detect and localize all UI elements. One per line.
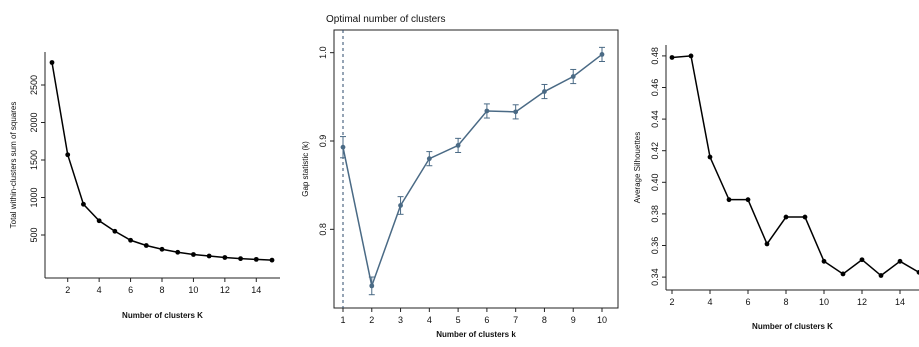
data-point — [859, 257, 865, 263]
x-tick-label: 6 — [128, 285, 133, 295]
x-tick-label: 6 — [484, 315, 489, 325]
y-tick-label: 0.38 — [650, 205, 660, 223]
data-point — [599, 52, 605, 57]
elbow-plot-panel: 2 4 6 8 10 12 14 500 1000 1500 2000 2500 Number of c… — [0, 0, 300, 342]
elbow-plot: 2 4 6 8 10 12 14 500 1000 1500 2000 2500 Number of c… — [9, 52, 280, 320]
x-tick-label: 10 — [597, 315, 607, 325]
x-tick-label: 12 — [857, 297, 867, 307]
x-tick-label: 2 — [369, 315, 374, 325]
data-point — [81, 201, 86, 207]
data-point — [878, 273, 884, 278]
x-tick-label: 7 — [513, 315, 518, 325]
data-point — [688, 53, 694, 59]
y-tick-label: 0.34 — [650, 268, 660, 286]
y-axis-label: Average Silhouettes — [633, 132, 642, 203]
data-point — [206, 253, 212, 259]
data-point — [707, 154, 713, 160]
y-tick-label: 0.9 — [318, 135, 328, 148]
x-tick-label: 8 — [783, 297, 788, 307]
y-tick-label: 500 — [29, 227, 39, 242]
x-axis-label: Number of clusters K — [752, 322, 833, 331]
x-tick-label: 4 — [97, 285, 102, 295]
x-tick-label: 14 — [895, 297, 905, 307]
y-tick-label: 0.40 — [650, 174, 660, 192]
data-point — [726, 197, 732, 203]
x-tick-label: 4 — [427, 315, 432, 325]
x-tick-label: 8 — [159, 285, 164, 295]
data-point — [143, 243, 149, 248]
data-point — [764, 241, 770, 247]
data-point — [783, 214, 789, 220]
data-point — [340, 144, 346, 150]
data-point — [175, 249, 181, 255]
y-tick-label: 2500 — [29, 75, 39, 95]
silhouette-plot: 2 4 6 8 10 12 14 0.34 0.36 0.38 0.40 0.42 0.44 0.46 0.… — [633, 45, 919, 331]
series-line — [342, 53, 603, 289]
x-tick-label: 10 — [188, 285, 198, 295]
data-point — [426, 156, 432, 162]
x-axis-label: Number of clusters k — [436, 330, 516, 339]
x-tick-label: 2 — [65, 285, 70, 295]
data-point — [112, 228, 118, 234]
data-point — [96, 218, 102, 224]
x-tick-label: 3 — [398, 315, 403, 325]
x-tick-label: 6 — [745, 297, 750, 307]
plot-frame — [333, 29, 619, 309]
data-point — [802, 214, 808, 220]
y-tick-label: 0.8 — [318, 223, 328, 236]
x-tick-label: 8 — [542, 315, 547, 325]
x-tick-label: 4 — [707, 297, 712, 307]
data-point — [222, 255, 228, 260]
x-tick-label: 2 — [669, 297, 674, 307]
gap-statistic-panel: 1 2 3 4 5 6 7 8 9 10 0.8 0.9 1.0 Number of clusters k… — [300, 0, 630, 342]
y-tick-label: 0.42 — [650, 142, 660, 160]
y-tick-label: 1.0 — [318, 46, 328, 59]
data-point — [238, 256, 243, 262]
data-point — [49, 60, 55, 65]
x-tick-label: 1 — [340, 315, 345, 325]
y-tick-label: 0.44 — [650, 110, 660, 128]
data-point — [570, 74, 576, 79]
data-point — [253, 256, 259, 262]
x-tick-label: 10 — [819, 297, 829, 307]
y-axis-label: Total within-clusters sum of squares — [9, 102, 18, 229]
silhouette-plot-panel: 2 4 6 8 10 12 14 0.34 0.36 0.38 0.40 0.42 0.44 0.46 0.… — [630, 0, 919, 342]
data-point — [65, 152, 71, 158]
data-point — [513, 109, 519, 115]
data-point — [455, 143, 461, 148]
x-tick-label: 5 — [456, 315, 461, 325]
chart-title: Optimal number of clusters — [326, 14, 446, 25]
data-point — [128, 237, 133, 243]
series-line — [51, 62, 273, 261]
y-tick-label: 0.36 — [650, 237, 660, 255]
y-tick-label: 1500 — [29, 150, 39, 170]
data-point — [821, 258, 827, 264]
data-point — [897, 258, 903, 264]
series-line — [671, 55, 919, 277]
y-tick-label: 1000 — [29, 187, 39, 207]
data-point — [159, 246, 165, 252]
x-tick-label: 14 — [251, 285, 261, 295]
data-point — [542, 89, 547, 94]
y-tick-label: 0.48 — [650, 47, 660, 65]
data-point — [669, 55, 675, 60]
data-point — [916, 269, 919, 275]
x-tick-label: 9 — [571, 315, 576, 325]
data-point — [191, 252, 196, 257]
y-tick-label: 0.46 — [650, 79, 660, 97]
data-point — [745, 197, 751, 203]
gap-statistic-plot: 1 2 3 4 5 6 7 8 9 10 0.8 0.9 1.0 Number of clusters k… — [301, 14, 619, 339]
data-point — [369, 283, 375, 289]
x-axis-label: Number of clusters K — [122, 311, 203, 320]
y-axis-label: Gap statistic (k) — [301, 141, 310, 197]
data-point — [484, 108, 490, 114]
data-point — [398, 203, 403, 208]
data-point — [269, 257, 275, 263]
data-point — [840, 271, 846, 277]
y-tick-label: 2000 — [29, 112, 39, 132]
x-tick-label: 12 — [220, 285, 230, 295]
